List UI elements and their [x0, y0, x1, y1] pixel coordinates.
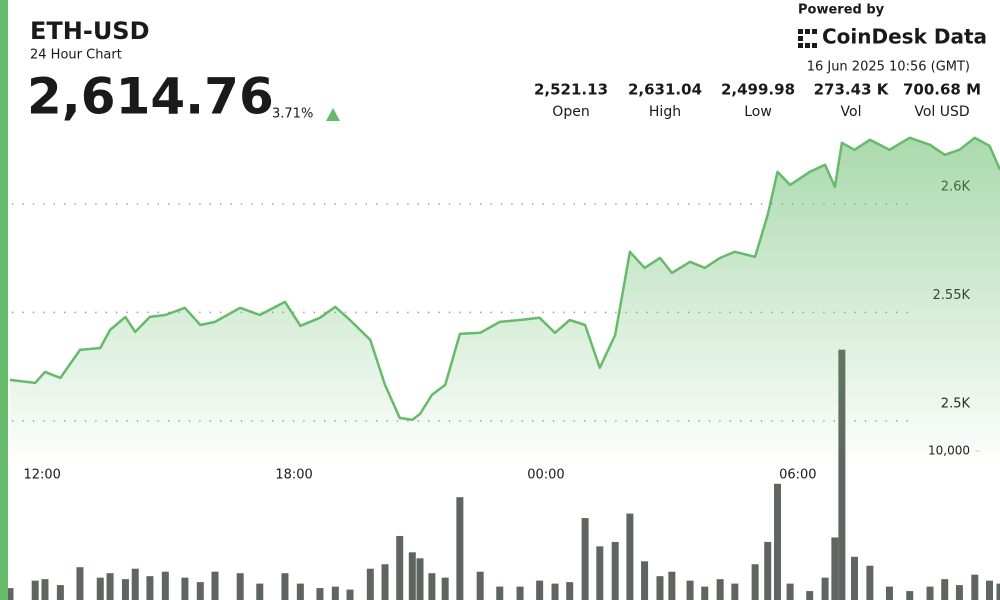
volume-bar: [821, 577, 829, 600]
volume-bar: [408, 552, 416, 600]
volume-bar: [566, 582, 574, 600]
stat-value: 2,631.04: [628, 81, 702, 99]
volume-bar: [774, 483, 782, 600]
volume-bar: [76, 567, 84, 600]
x-tick-label: 00:00: [527, 468, 564, 483]
volume-bar: [31, 580, 39, 600]
volume-bar: [146, 576, 154, 600]
volume-bar: [181, 577, 189, 600]
volume-bar: [346, 589, 354, 600]
volume-bar: [786, 583, 794, 600]
timestamp: 16 Jun 2025 10:56 (GMT): [807, 60, 970, 75]
volume-bar: [941, 579, 949, 600]
volume-bar: [885, 586, 893, 600]
volume-bar: [731, 583, 739, 600]
volume-bar: [596, 546, 604, 600]
stat-value: 273.43 K: [814, 81, 890, 99]
volume-bar: [281, 573, 289, 600]
stat-label: High: [649, 104, 681, 120]
x-tick-label: 12:00: [23, 468, 60, 483]
volume-bar: [611, 541, 619, 600]
volume-bar: [256, 583, 264, 600]
stat-value: 700.68 M: [903, 81, 981, 99]
volume-bar: [551, 583, 559, 600]
symbol: ETH-USD: [30, 17, 150, 45]
volume-bar: [806, 591, 814, 600]
volume-bar: [996, 583, 1000, 600]
volume-bar: [716, 579, 724, 600]
price: 2,614.76: [27, 68, 274, 126]
stat-label: Vol: [841, 104, 862, 120]
stat-value: 2,521.13: [534, 81, 608, 99]
volume-bar: [236, 573, 244, 600]
volume-bar: [626, 513, 634, 600]
volume-bar: [656, 576, 664, 600]
volume-bar: [331, 586, 339, 600]
volume-bar: [764, 541, 772, 600]
volume-bar: [106, 573, 114, 600]
x-tick-label: 18:00: [275, 468, 312, 483]
volume-bar: [986, 580, 994, 600]
volume-bar: [6, 588, 14, 600]
change: 3.71%: [272, 107, 313, 122]
brand: CoinDesk Data: [822, 25, 987, 49]
volume-bar: [701, 586, 709, 600]
price-line: [9, 136, 1000, 422]
volume-bar: [668, 571, 676, 600]
volume-bar: [428, 573, 436, 600]
volume-bar: [396, 535, 404, 600]
stat-label: Open: [552, 104, 589, 120]
accent-stripe: [0, 0, 8, 600]
volume-bar: [641, 561, 649, 600]
volume-bar: [131, 568, 139, 600]
volume-bar: [838, 349, 846, 600]
volume-bar: [516, 586, 524, 600]
subtitle: 24 Hour Chart: [30, 48, 122, 63]
volume-bar: [456, 497, 464, 600]
volume-bar: [955, 585, 963, 600]
stat-value: 2,499.98: [721, 81, 795, 99]
volume-bar: [831, 537, 839, 600]
volume-bar: [41, 579, 49, 600]
volume-bar: [441, 577, 449, 600]
volume-bar: [316, 588, 324, 600]
stat-label: Vol USD: [914, 104, 969, 120]
volume-bars: [6, 349, 1000, 600]
brand-logo: [798, 29, 817, 48]
volume-bar: [161, 571, 169, 600]
volume-bar: [211, 571, 219, 600]
volume-bar: [496, 586, 504, 600]
volume-bar: [906, 591, 914, 600]
volume-bar: [121, 579, 129, 600]
stat-label: Low: [744, 104, 772, 120]
powered-by: Powered by: [798, 3, 885, 18]
volume-bar: [850, 556, 858, 600]
volume-bar: [196, 582, 204, 600]
volume-bar: [536, 580, 544, 600]
volume-bar: [381, 564, 389, 600]
volume-bar: [296, 583, 304, 600]
volume-bar: [686, 580, 694, 600]
up-arrow: [326, 108, 340, 121]
volume-bar: [476, 571, 484, 600]
volume-bar: [56, 585, 64, 600]
volume-bar: [926, 586, 934, 600]
price-area: [10, 137, 1000, 461]
volume-bar: [96, 577, 104, 600]
volume-bar: [866, 565, 874, 600]
x-tick-label: 06:00: [779, 468, 816, 483]
volume-bar: [366, 568, 374, 600]
volume-bar: [416, 558, 424, 600]
volume-bar: [581, 518, 589, 600]
volume-bar: [971, 574, 979, 600]
volume-bar: [751, 564, 759, 600]
